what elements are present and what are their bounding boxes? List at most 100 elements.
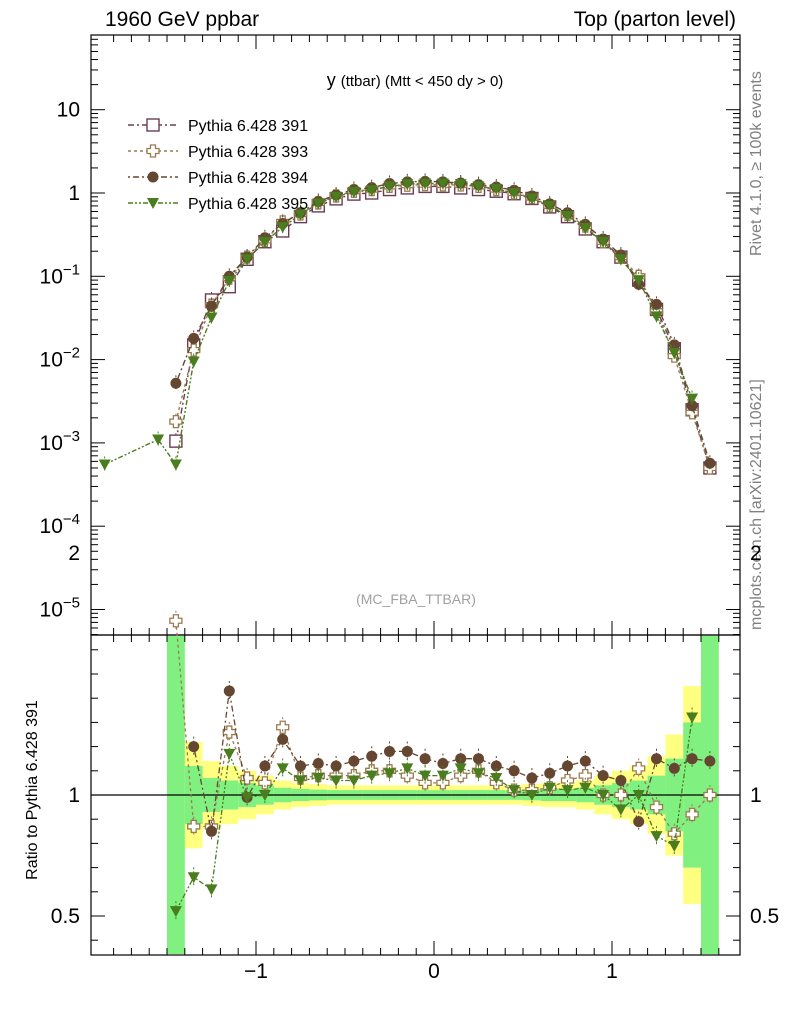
data-point bbox=[668, 348, 681, 360]
data-point bbox=[668, 339, 680, 351]
ratio-data-point bbox=[579, 782, 592, 794]
data-point bbox=[365, 185, 378, 197]
data-point bbox=[169, 414, 183, 429]
ratio-data-point bbox=[526, 772, 538, 784]
ratio-data-point bbox=[348, 755, 360, 767]
ratio-data-point bbox=[578, 768, 592, 783]
ratio-data-point bbox=[384, 745, 395, 757]
data-point bbox=[579, 223, 592, 235]
ratio-data-point bbox=[241, 792, 254, 804]
series-line bbox=[175, 183, 711, 469]
data-point bbox=[169, 434, 183, 448]
data-point bbox=[525, 193, 538, 205]
ratio-data-point bbox=[473, 753, 484, 765]
y-tick-label: 10−5 bbox=[40, 595, 80, 622]
data-point bbox=[472, 181, 485, 193]
legend: Pythia 6.428 391 Pythia 6.428 393 Pythia 6… bbox=[128, 118, 308, 213]
ratio-data-point bbox=[649, 800, 664, 814]
data-point bbox=[454, 179, 467, 191]
ratio-data-point bbox=[187, 819, 201, 834]
data-point bbox=[187, 356, 200, 368]
legend-label: Pythia 6.428 391 bbox=[188, 118, 308, 135]
ratio-data-point bbox=[187, 872, 200, 884]
title-variable: y bbox=[327, 70, 336, 90]
data-point bbox=[650, 311, 663, 323]
data-point bbox=[632, 275, 645, 287]
ratio-data-point bbox=[562, 760, 573, 772]
ratio-data-point bbox=[614, 788, 628, 802]
ratio-data-point bbox=[490, 773, 503, 785]
ratio-data-point bbox=[276, 720, 290, 734]
data-point bbox=[651, 298, 662, 310]
ratio-data-point bbox=[651, 753, 662, 765]
data-point bbox=[188, 332, 200, 344]
x-tick-label: −1 bbox=[244, 960, 268, 983]
data-point bbox=[276, 222, 289, 234]
ratio-data-point bbox=[436, 770, 449, 782]
ratio-data-point bbox=[597, 790, 610, 801]
ratio-data-point bbox=[544, 767, 556, 779]
data-point bbox=[704, 457, 716, 469]
y-tick-label: 10−4 bbox=[40, 511, 80, 538]
ratio-series bbox=[169, 610, 717, 922]
ratio-data-point bbox=[169, 906, 182, 918]
ratio-data-point bbox=[347, 775, 360, 787]
ratio-data-point bbox=[401, 763, 414, 775]
series-line bbox=[104, 182, 693, 467]
ratio-data-point bbox=[650, 831, 663, 843]
main-axis-ticks: 10 1 10−1 10−2 10−3 10−4 10−5 bbox=[40, 35, 740, 636]
legend-label: Pythia 6.428 395 bbox=[188, 196, 308, 213]
ratio-data-point bbox=[508, 785, 521, 797]
y-tick-label: 10−2 bbox=[40, 345, 80, 372]
ratio-data-point bbox=[205, 884, 218, 896]
ratio-data-point bbox=[543, 782, 556, 794]
ratio-data-point bbox=[222, 725, 236, 739]
ratio-y-tick-label: 2 bbox=[68, 542, 80, 565]
data-point bbox=[223, 275, 236, 287]
ratio-y-tick-label: 0.5 bbox=[51, 905, 80, 928]
legend-marker bbox=[146, 118, 160, 132]
y-tick-label: 10 bbox=[57, 99, 80, 122]
ratio-data-point bbox=[525, 790, 538, 801]
ratio-data-point bbox=[597, 770, 609, 782]
ratio-data-point bbox=[668, 840, 681, 852]
ratio-data-point bbox=[686, 712, 699, 724]
data-point bbox=[614, 254, 627, 266]
series-line bbox=[175, 185, 711, 469]
data-point bbox=[170, 377, 182, 389]
data-point bbox=[543, 200, 556, 212]
data-point bbox=[436, 178, 449, 190]
ratio-data-point bbox=[366, 750, 378, 762]
header-left: 1960 GeV ppbar bbox=[105, 8, 260, 31]
ratio-y-tick-label: 1 bbox=[750, 784, 762, 807]
ratio-data-point bbox=[294, 775, 307, 787]
data-point bbox=[258, 236, 271, 248]
ratio-data-point bbox=[258, 790, 271, 801]
ratio-data-point bbox=[579, 755, 591, 767]
data-point bbox=[294, 209, 307, 221]
ratio-y-tick-label: 0.5 bbox=[750, 905, 779, 928]
ratio-y-label: Ratio to Pythia 6.428 391 bbox=[24, 700, 41, 880]
ratio-data-point bbox=[632, 761, 646, 776]
data-point bbox=[187, 343, 201, 357]
ratio-data-point bbox=[295, 760, 306, 772]
ratio-data-point bbox=[312, 758, 324, 770]
data-point bbox=[312, 198, 325, 210]
ratio-data-point bbox=[703, 788, 717, 802]
ratio-data-point bbox=[633, 816, 645, 828]
y-tick-label: 1 bbox=[68, 182, 80, 205]
main-plot-title: y (ttbar) (Mtt < 450 dy > 0) bbox=[327, 70, 504, 90]
title-detail: (ttbar) (Mtt < 450 dy > 0) bbox=[341, 73, 504, 90]
ratio-data-point bbox=[223, 685, 235, 697]
ratio-data-point bbox=[259, 760, 271, 772]
data-point bbox=[490, 183, 503, 195]
data-point bbox=[241, 254, 254, 266]
ratio-data-point bbox=[667, 827, 681, 841]
legend-label: Pythia 6.428 393 bbox=[188, 144, 308, 161]
legend-marker bbox=[147, 198, 159, 209]
ratio-data-point bbox=[312, 773, 325, 785]
legend-marker bbox=[147, 171, 159, 183]
y-tick-label: 10−1 bbox=[40, 261, 80, 288]
ratio-y-tick-label: 2 bbox=[750, 542, 762, 565]
